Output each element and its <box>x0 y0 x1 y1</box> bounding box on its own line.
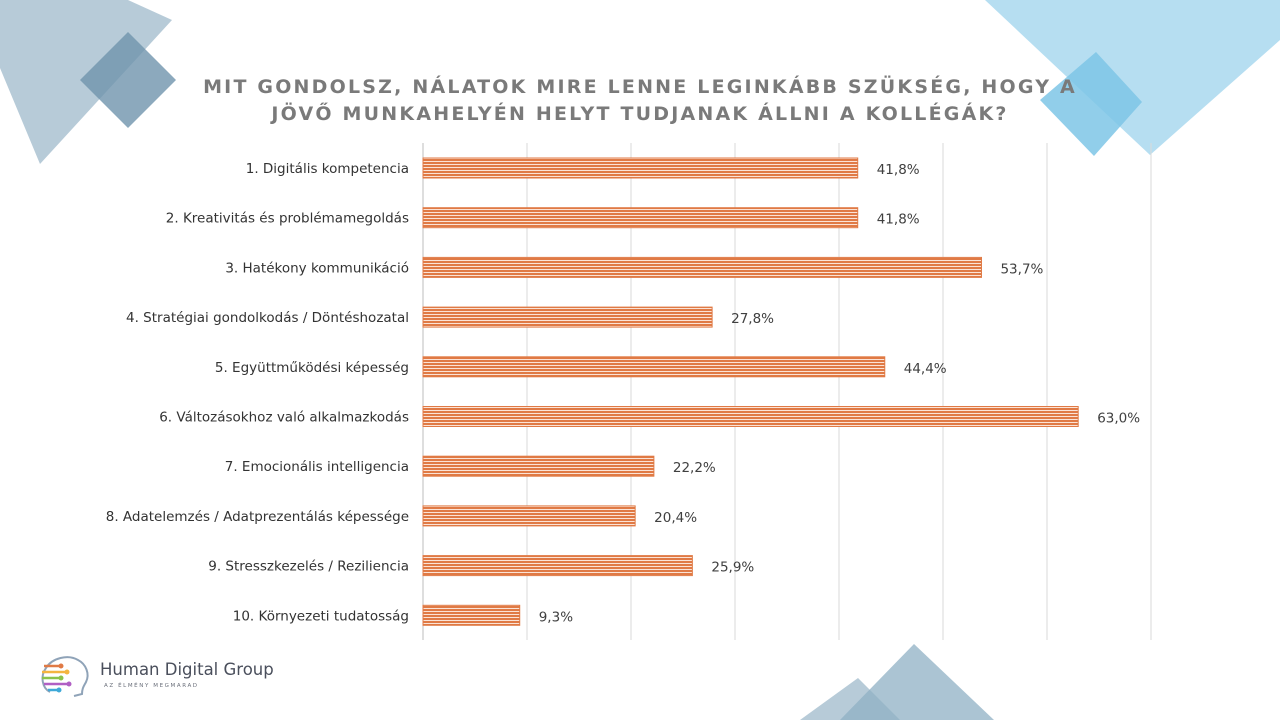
category-label: 1. Digitális kompetencia <box>246 161 409 177</box>
chart-title: MIT GONDOLSZ, NÁLATOK MIRE LENNE LEGINKÁ… <box>190 74 1090 128</box>
value-label: 27,8% <box>731 311 774 327</box>
deco-diamond-top-right <box>985 0 1280 155</box>
value-label: 25,9% <box>711 560 754 576</box>
logo-tagline: AZ ÉLMÉNY MEGMARAD <box>104 683 199 689</box>
value-label: 41,8% <box>877 162 920 178</box>
bar <box>422 604 521 626</box>
category-label: 8. Adatelemzés / Adatprezentálás képessé… <box>106 509 409 525</box>
category-label: 3. Hatékony kommunikáció <box>225 260 409 276</box>
value-label: 20,4% <box>654 510 697 526</box>
bar <box>422 356 886 378</box>
value-label: 9,3% <box>539 609 573 625</box>
value-label: 53,7% <box>1000 261 1043 277</box>
deco-diamond-top-right-inner <box>1040 52 1142 156</box>
chart-title-line-1: MIT GONDOLSZ, NÁLATOK MIRE LENNE LEGINKÁ… <box>203 76 1077 98</box>
bar <box>422 207 859 229</box>
bar <box>422 306 713 328</box>
chart-bars <box>422 157 1079 626</box>
category-label: 10. Környezeti tudatosság <box>233 608 409 624</box>
category-label: 2. Kreativitás és problémamegoldás <box>166 211 409 227</box>
chart-title-line-2: JÖVŐ MUNKAHELYÉN HELYT TUDJANAK ÁLLNI A … <box>271 103 1009 125</box>
category-label: 6. Változásokhoz való alkalmazkodás <box>159 410 409 426</box>
category-label: 7. Emocionális intelligencia <box>225 459 409 475</box>
bar <box>422 455 655 477</box>
value-label: 44,4% <box>904 361 947 377</box>
chart-value-labels: 41,8% 41,8% 53,7% 27,8% 44,4% 63,0% 22,2% 20,4%… <box>539 162 1141 625</box>
category-label: 4. Stratégiai gondolkodás / Döntéshozata… <box>126 310 409 326</box>
chart-category-labels: 1. Digitális kompetencia 2. Kreativitás é… <box>106 161 409 624</box>
bar <box>422 256 982 278</box>
category-label: 5. Együttműködési képesség <box>215 360 409 376</box>
brain-circuit-icon <box>41 656 89 697</box>
logo-name: Human Digital Group <box>100 660 274 679</box>
deco-diamond-bottom-right-2 <box>840 644 994 720</box>
deco-diamond-top-left-inner <box>80 32 176 128</box>
value-label: 22,2% <box>673 460 716 476</box>
bar <box>422 406 1079 427</box>
value-label: 41,8% <box>877 212 920 228</box>
bar <box>422 555 693 577</box>
bar <box>422 157 859 179</box>
company-logo: Human Digital Group AZ ÉLMÉNY MEGMARAD <box>38 652 278 702</box>
category-label: 9. Stresszkezelés / Reziliencia <box>208 559 409 575</box>
bar <box>422 505 636 527</box>
value-label: 63,0% <box>1097 411 1140 427</box>
